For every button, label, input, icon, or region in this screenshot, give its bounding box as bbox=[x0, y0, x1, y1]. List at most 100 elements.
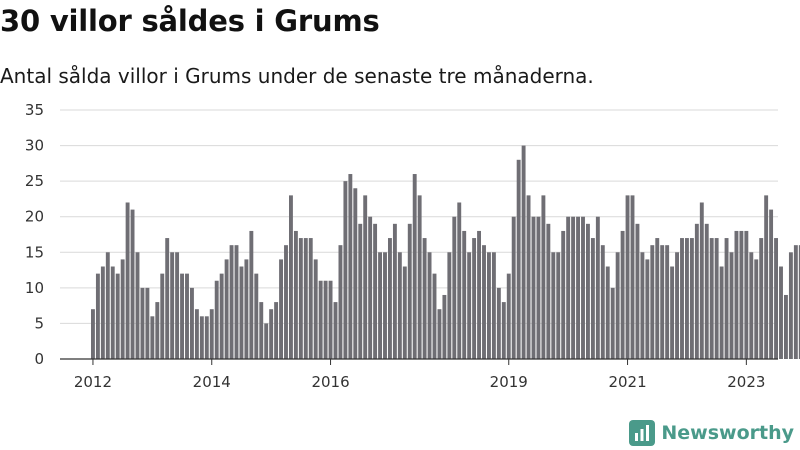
bar bbox=[447, 252, 452, 359]
chart-title: 30 villor såldes i Grums bbox=[0, 4, 380, 38]
bar bbox=[680, 238, 684, 359]
bar bbox=[313, 259, 318, 359]
newsworthy-logo: Newsworthy bbox=[629, 419, 794, 447]
bar bbox=[140, 287, 145, 359]
bar bbox=[293, 230, 298, 359]
bar bbox=[501, 302, 506, 359]
bar bbox=[185, 273, 189, 359]
bar bbox=[779, 266, 783, 359]
bar bbox=[417, 195, 422, 359]
bar bbox=[472, 238, 477, 359]
bar bbox=[764, 195, 769, 359]
bar bbox=[699, 202, 704, 359]
y-tick-label: 10 bbox=[25, 279, 44, 297]
newsworthy-icon bbox=[629, 420, 656, 446]
bar bbox=[467, 252, 472, 359]
bar bbox=[303, 238, 308, 359]
bar bbox=[689, 238, 694, 359]
bar bbox=[373, 223, 378, 359]
bar bbox=[160, 273, 165, 359]
bar bbox=[412, 174, 417, 359]
bar bbox=[115, 273, 120, 359]
bar bbox=[774, 238, 778, 359]
bar bbox=[798, 245, 800, 359]
bar bbox=[788, 252, 793, 359]
bar bbox=[392, 223, 397, 359]
bar bbox=[595, 216, 600, 359]
bar bbox=[333, 302, 338, 359]
bar bbox=[600, 245, 605, 359]
bar bbox=[194, 309, 199, 359]
x-tick-label: 2021 bbox=[608, 373, 646, 391]
newsworthy-wordmark: Newsworthy bbox=[661, 422, 794, 444]
bar bbox=[754, 259, 759, 359]
bar bbox=[91, 309, 95, 359]
bar bbox=[496, 287, 501, 359]
bar bbox=[551, 252, 556, 359]
bar bbox=[759, 238, 764, 359]
bar bbox=[516, 159, 521, 359]
bar bbox=[190, 287, 194, 359]
y-tick-label: 25 bbox=[25, 172, 44, 190]
bar bbox=[506, 273, 511, 359]
x-tick-label: 2014 bbox=[193, 373, 231, 391]
bar bbox=[388, 238, 392, 359]
bar bbox=[432, 273, 437, 359]
bar bbox=[576, 216, 580, 359]
bar bbox=[427, 252, 432, 359]
bar bbox=[665, 245, 670, 359]
bar bbox=[135, 252, 140, 359]
x-tick-label: 2023 bbox=[727, 373, 765, 391]
bar bbox=[526, 195, 531, 359]
bar bbox=[358, 223, 363, 359]
bar bbox=[769, 209, 774, 359]
bar bbox=[610, 287, 615, 359]
bar bbox=[541, 195, 546, 359]
bar bbox=[353, 188, 358, 359]
bar bbox=[363, 195, 368, 359]
bar bbox=[110, 266, 115, 359]
bar bbox=[739, 230, 744, 359]
bar bbox=[635, 223, 640, 359]
bar bbox=[615, 252, 620, 359]
y-tick-label: 5 bbox=[34, 314, 44, 332]
bar bbox=[180, 273, 184, 359]
bar bbox=[199, 316, 204, 359]
bar bbox=[645, 259, 650, 359]
bar bbox=[328, 280, 333, 359]
bar bbox=[100, 266, 105, 359]
bar bbox=[95, 273, 100, 359]
bar bbox=[546, 223, 551, 359]
bar bbox=[566, 216, 571, 359]
bar bbox=[269, 309, 274, 359]
bar bbox=[308, 238, 313, 359]
bar bbox=[590, 238, 595, 359]
bar bbox=[660, 245, 665, 359]
bar bbox=[675, 252, 679, 359]
x-tick-label: 2016 bbox=[311, 373, 349, 391]
bar bbox=[397, 252, 402, 359]
bar bbox=[793, 245, 798, 359]
bar bbox=[229, 245, 234, 359]
bar bbox=[744, 230, 749, 359]
bar bbox=[274, 302, 279, 359]
bar bbox=[477, 230, 481, 359]
bar bbox=[105, 252, 110, 359]
bar bbox=[536, 216, 541, 359]
bar bbox=[249, 230, 254, 359]
bar bbox=[155, 302, 160, 359]
bar bbox=[685, 238, 689, 359]
bar bbox=[605, 266, 610, 359]
bar bbox=[219, 273, 224, 359]
bar bbox=[487, 252, 491, 359]
bar bbox=[670, 266, 675, 359]
bar bbox=[719, 266, 724, 359]
bar bbox=[318, 280, 323, 359]
bar bbox=[254, 273, 259, 359]
bar bbox=[244, 259, 249, 359]
bar bbox=[521, 145, 526, 359]
bar bbox=[581, 216, 585, 359]
bar bbox=[175, 252, 180, 359]
bar bbox=[729, 252, 734, 359]
